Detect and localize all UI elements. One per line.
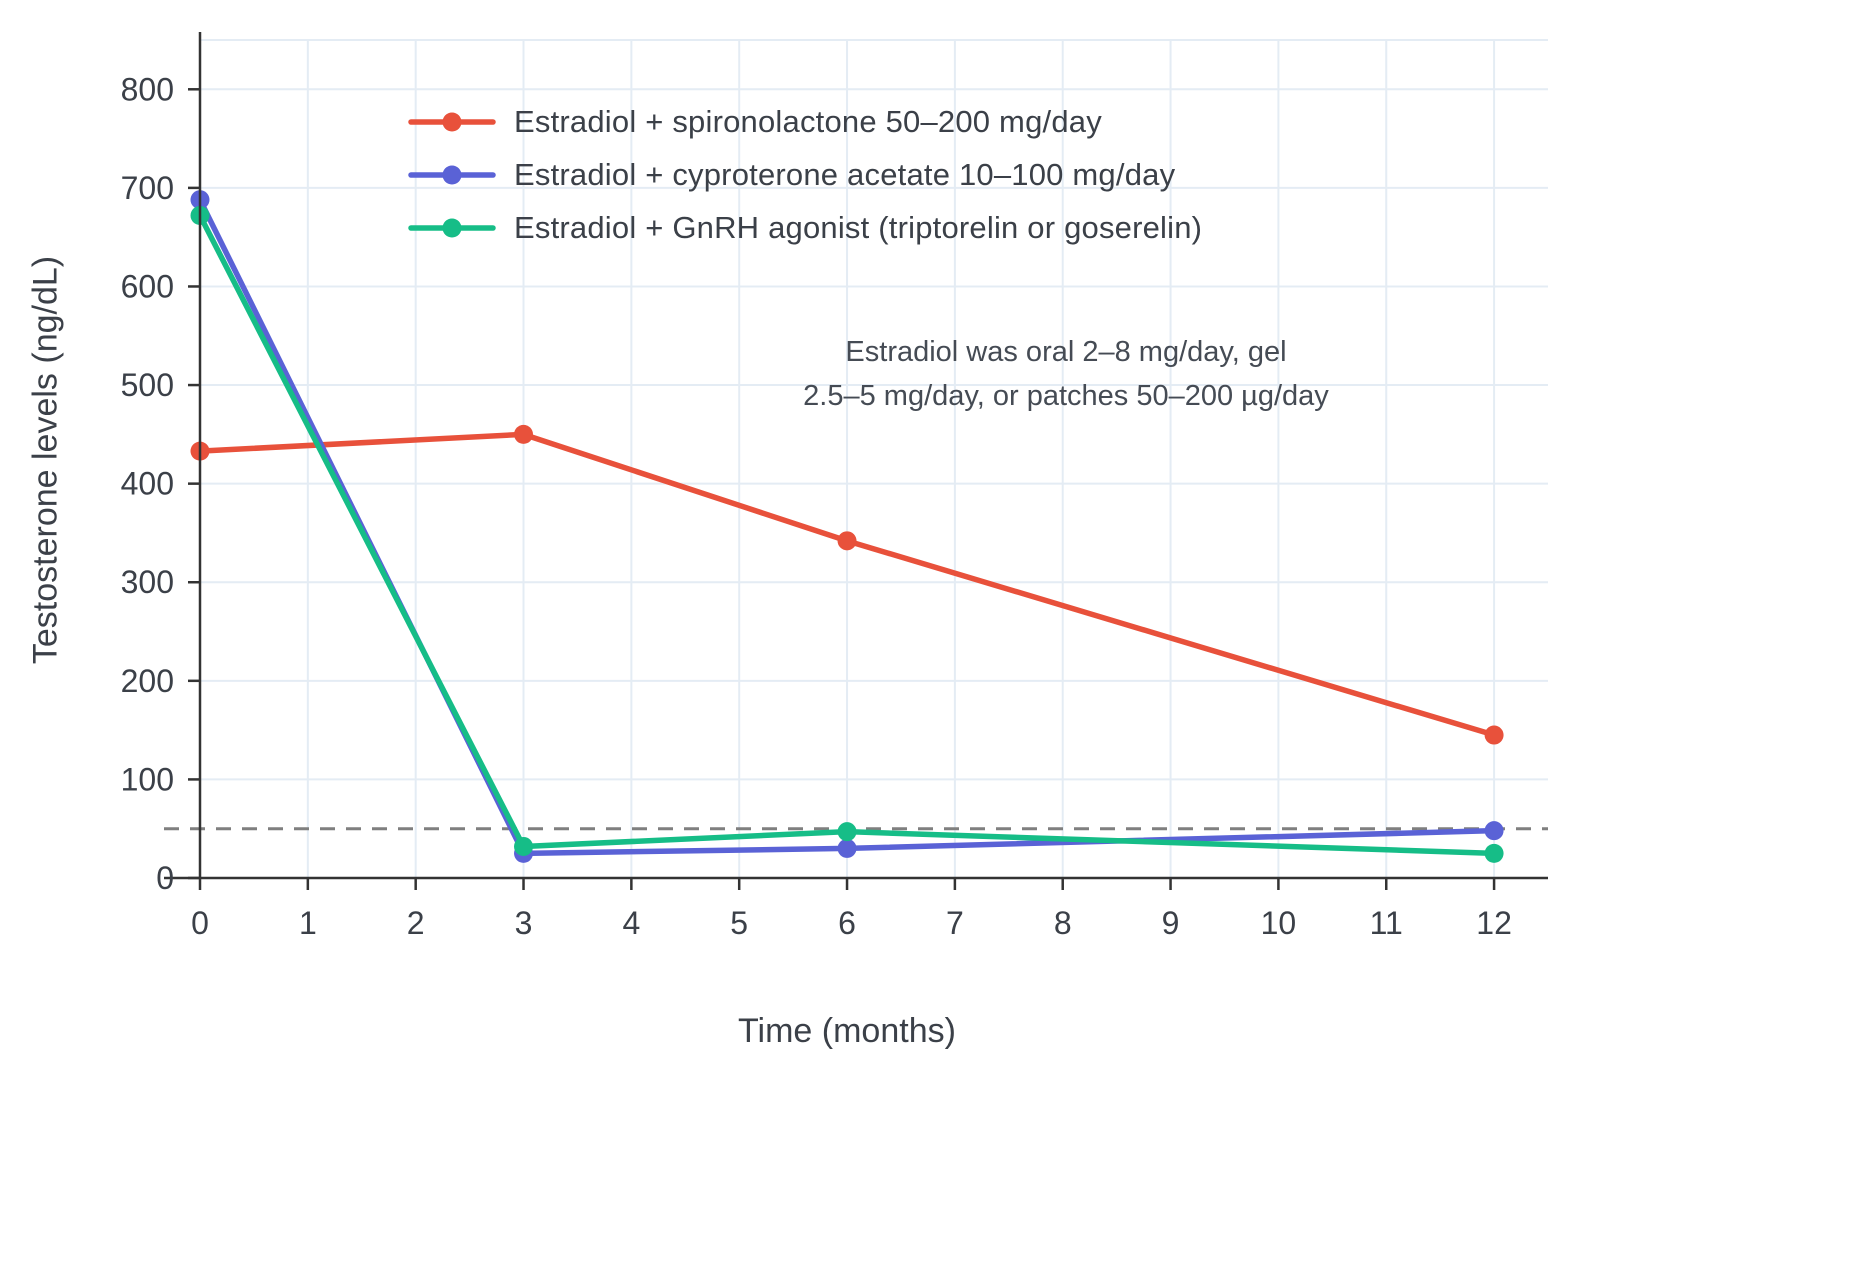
legend-item: Estradiol + GnRH agonist (triptorelin or…: [408, 210, 1202, 246]
y-tick-label: 600: [121, 268, 174, 304]
x-axis-title: Time (months): [738, 1012, 956, 1050]
data-point: [514, 424, 534, 444]
y-axis-title: Testosterone levels (ng/dL): [26, 255, 65, 665]
data-point: [1484, 821, 1504, 841]
y-tick-label: 500: [121, 367, 174, 403]
legend-swatch-icon: [408, 165, 496, 185]
legend-label: Estradiol + GnRH agonist (triptorelin or…: [514, 210, 1203, 245]
y-tick-label: 300: [121, 564, 174, 600]
x-tick-label: 3: [515, 905, 533, 941]
legend-swatch-icon: [408, 218, 496, 238]
x-tick-label: 4: [622, 905, 640, 941]
x-tick-label: 7: [946, 905, 964, 941]
y-tick-label: 200: [121, 663, 174, 699]
data-point: [1484, 725, 1504, 745]
x-tick-label: 5: [730, 905, 748, 941]
x-tick-label: 2: [407, 905, 425, 941]
legend-item: Estradiol + cyproterone acetate 10–100 m…: [408, 157, 1202, 193]
x-tick-label: 6: [838, 905, 856, 941]
chart-annotation: Estradiol was oral 2–8 mg/day, gel 2.5–5…: [770, 330, 1362, 418]
data-point: [837, 822, 857, 842]
data-point: [837, 531, 857, 551]
legend-label: Estradiol + cyproterone acetate 10–100 m…: [514, 157, 1176, 192]
y-tick-label: 700: [121, 170, 174, 206]
series-line: [197, 431, 1497, 738]
data-point: [514, 836, 534, 856]
x-tick-label: 10: [1261, 905, 1297, 941]
x-tick-label: 8: [1054, 905, 1072, 941]
x-tick-label: 9: [1162, 905, 1180, 941]
annotation-line-2: 2.5–5 mg/day, or patches 50–200 µg/day: [803, 380, 1329, 412]
x-tick-label: 11: [1370, 905, 1403, 941]
chart-legend: Estradiol + spironolactone 50–200 mg/day…: [408, 104, 1202, 246]
x-tick-label: 12: [1476, 905, 1512, 941]
data-point: [837, 838, 857, 858]
legend-item: Estradiol + spironolactone 50–200 mg/day: [408, 104, 1202, 140]
data-point: [1484, 843, 1504, 863]
y-tick-label: 0: [156, 860, 174, 896]
x-tick-label: 0: [191, 905, 209, 941]
annotation-line-1: Estradiol was oral 2–8 mg/day, gel: [845, 336, 1287, 368]
x-tick-label: 1: [299, 905, 317, 941]
y-tick-label: 100: [121, 761, 174, 797]
y-tick-label: 800: [121, 71, 174, 107]
y-tick-label: 400: [121, 466, 174, 502]
series-line: [197, 212, 1497, 857]
legend-label: Estradiol + spironolactone 50–200 mg/day: [514, 104, 1102, 139]
legend-swatch-icon: [408, 112, 496, 132]
